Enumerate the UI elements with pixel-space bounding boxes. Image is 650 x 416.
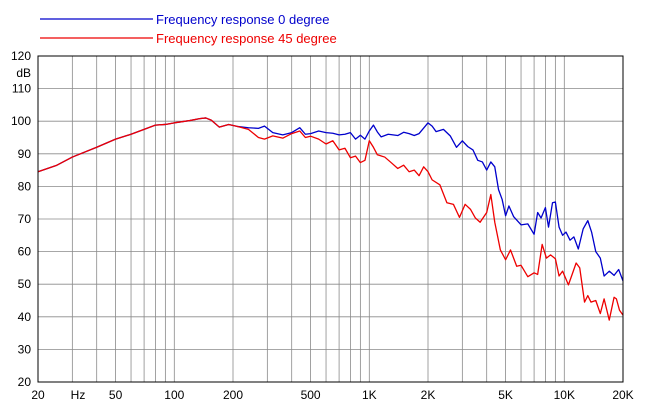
legend-label: Frequency response 45 degree [156,31,337,46]
x-tick-label: 2K [421,388,436,402]
y-tick-label: 30 [18,342,32,356]
y-tick-label: 90 [18,147,32,161]
y-tick-labels: 20 30 40 50 60 70 80 90 100 110 120 [11,49,31,389]
x-tick-label: 1K [362,388,377,402]
y-tick-label: 110 [12,82,31,96]
y-axis-label: dB [16,66,31,80]
y-tick-label: 100 [11,114,31,128]
x-tick-label: 5K [498,388,513,402]
y-tick-label: 20 [18,375,32,389]
x-tick-label: 50 [109,388,123,402]
y-tick-label: 120 [11,49,31,63]
x-axis-label: Hz [71,388,86,402]
x-tick-labels: 20 50 100 200 500 1K 2K 5K 10K 20K [31,388,633,402]
series-group [37,117,624,321]
x-tick-label: 500 [301,388,321,402]
y-tick-label: 80 [18,179,32,193]
x-tick-label: 100 [164,388,184,402]
series-line-45-degree [37,117,624,321]
x-tick-label: 20K [612,388,633,402]
y-tick-label: 40 [18,310,32,324]
x-tick-label: 200 [223,388,243,402]
y-tick-label: 60 [18,245,32,259]
x-tick-label: 20 [31,388,45,402]
plot-border [37,55,624,383]
grid [38,56,623,382]
y-tick-label: 70 [18,212,32,226]
x-tick-label: 10K [554,388,575,402]
y-tick-label: 50 [18,277,32,291]
legend: Frequency response 0 degree Frequency res… [40,12,337,46]
legend-label: Frequency response 0 degree [156,12,329,27]
